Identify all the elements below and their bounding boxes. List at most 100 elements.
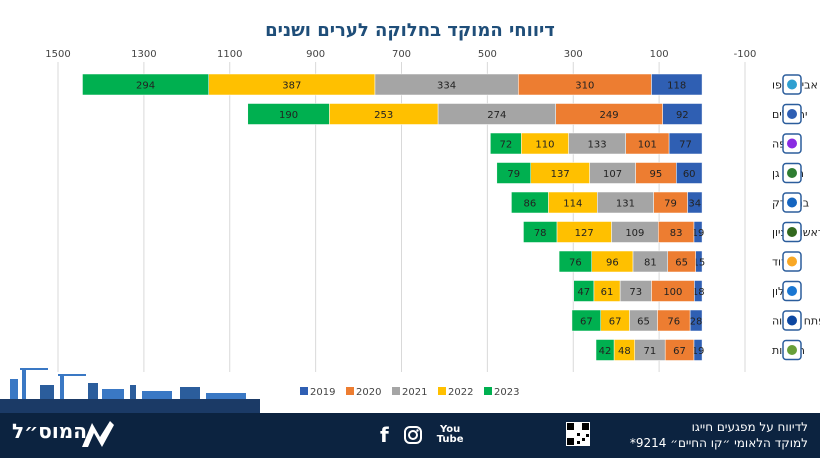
bar-segment-2023: 79 [496,162,531,184]
bar-data-label: 253 [374,110,393,121]
bar-data-label: 34 [688,199,701,210]
bar-data-label: 81 [644,258,657,269]
x-tick-label: 1500 [45,49,70,60]
qr-code-icon[interactable] [566,422,590,446]
bar-data-label: 83 [670,228,683,239]
bar-data-label: 249 [600,110,619,121]
youtube-icon[interactable]: You Tube [437,425,464,445]
bar-segment-2021: 81 [632,250,668,273]
bar-data-label: 107 [603,169,622,180]
bar-data-label: 18 [692,287,705,298]
legend-item-2023: 2023 [484,387,519,398]
bar-data-label: 96 [606,258,619,269]
bar-segment-2020: 83 [658,221,695,243]
legend-swatch [346,387,354,395]
legend-swatch [392,387,400,395]
bar-rect [558,250,592,273]
city-emblem-icon [782,162,802,184]
city-emblem-icon [782,339,802,361]
bar-segment-2020: 249 [555,103,663,125]
bar-segment-2022: 114 [548,191,598,214]
bar-data-label: 274 [487,110,506,121]
bar-data-label: 131 [616,199,635,210]
bar-data-label: 73 [629,287,642,298]
bar-rect [573,280,595,302]
x-tick-label: 900 [306,49,325,60]
bar-data-label: 86 [524,199,537,210]
bar-data-label: 334 [437,81,456,92]
bar-data-label: 77 [679,140,692,151]
legend-item-2022: 2022 [438,387,473,398]
bar-rect [247,103,330,125]
bar-data-label: 71 [644,346,657,357]
bar-segment-2023: 76 [558,250,592,273]
bar-segment-2019: 34 [687,191,703,214]
bar-data-label: 67 [673,346,686,357]
bar-rect [523,221,558,243]
city-emblems [782,74,802,361]
bar-data-label: 15 [692,258,705,269]
bar-segment-2022: 137 [530,162,590,184]
bar-data-label: 101 [638,140,657,151]
x-axis-ticks: 1500 1300 1100 900 700 500 300 100 -100 [45,49,756,60]
bar-segment-2020: 310 [518,73,652,96]
bar-rect [82,73,209,96]
bar-data-label: 79 [664,199,677,210]
bar-data-label: 48 [618,346,631,357]
x-tick-label: 100 [650,49,669,60]
x-tick-label: 1300 [131,49,156,60]
x-tick-label: 300 [564,49,583,60]
bar-segment-2023: 72 [490,132,522,155]
bar-data-label: 72 [499,140,512,151]
bar-rect [496,162,531,184]
legend-swatch [438,387,446,395]
city-emblem-icon [782,133,802,154]
city-emblem-icon [782,251,802,272]
bar-segment-2023: 190 [247,103,330,125]
bar-segment-2023: 42 [595,339,615,361]
youtube-you: You [439,424,461,435]
bar-segment-2020: 65 [667,250,696,273]
bar-data-label: 127 [575,228,594,239]
bar-segment-2021: 71 [634,339,666,361]
bar-data-label: 60 [683,169,696,180]
bar-data-label: 19 [692,228,705,239]
bar-data-label: 65 [637,317,650,328]
x-tick-label: 500 [478,49,497,60]
facebook-icon[interactable]: f [380,423,389,447]
bar-segment-2021: 274 [437,103,556,125]
legend-label: 2019 [310,387,335,398]
bar-segment-2021: 133 [568,132,626,155]
footer-line2: למוקד הלאומי ״קו החיים״ 9214* [629,436,808,450]
city-emblem-icon [782,103,802,125]
hamosl-logo-mark-icon [82,421,114,447]
bar-data-label: 387 [282,81,301,92]
bar-segment-2022: 48 [613,339,635,361]
bar-segment-2021: 131 [597,191,654,214]
bar-segment-2022: 96 [591,250,634,273]
bar-segment-2023: 67 [571,309,601,332]
city-emblem-icon [782,310,802,331]
bar-segment-2020: 67 [664,339,695,361]
bar-segment-2022: 110 [521,132,569,155]
legend-label: 2022 [448,387,473,398]
bar-rect [511,191,549,214]
x-tick-label: 1100 [217,49,242,60]
skyline-illustration [0,368,260,413]
instagram-icon[interactable] [403,425,423,445]
city-emblem-icon [782,74,802,95]
bar-data-label: 76 [667,317,680,328]
bar-data-label: 79 [507,169,520,180]
bar-segment-2022: 387 [208,73,376,96]
hamosl-logo: המוס״ל [12,419,87,443]
bar-segment-2021: 107 [589,162,636,184]
bar-data-label: 47 [577,287,590,298]
bar-data-label: 100 [663,287,682,298]
bar-data-label: 42 [599,346,612,357]
bar-segment-2019: 118 [651,73,703,96]
bar-data-label: 67 [580,317,593,328]
bar-segment-2019: 60 [676,162,703,184]
bar-segment-2021: 65 [629,309,658,332]
bar-data-label: 118 [667,81,686,92]
legend-swatch [484,387,492,395]
